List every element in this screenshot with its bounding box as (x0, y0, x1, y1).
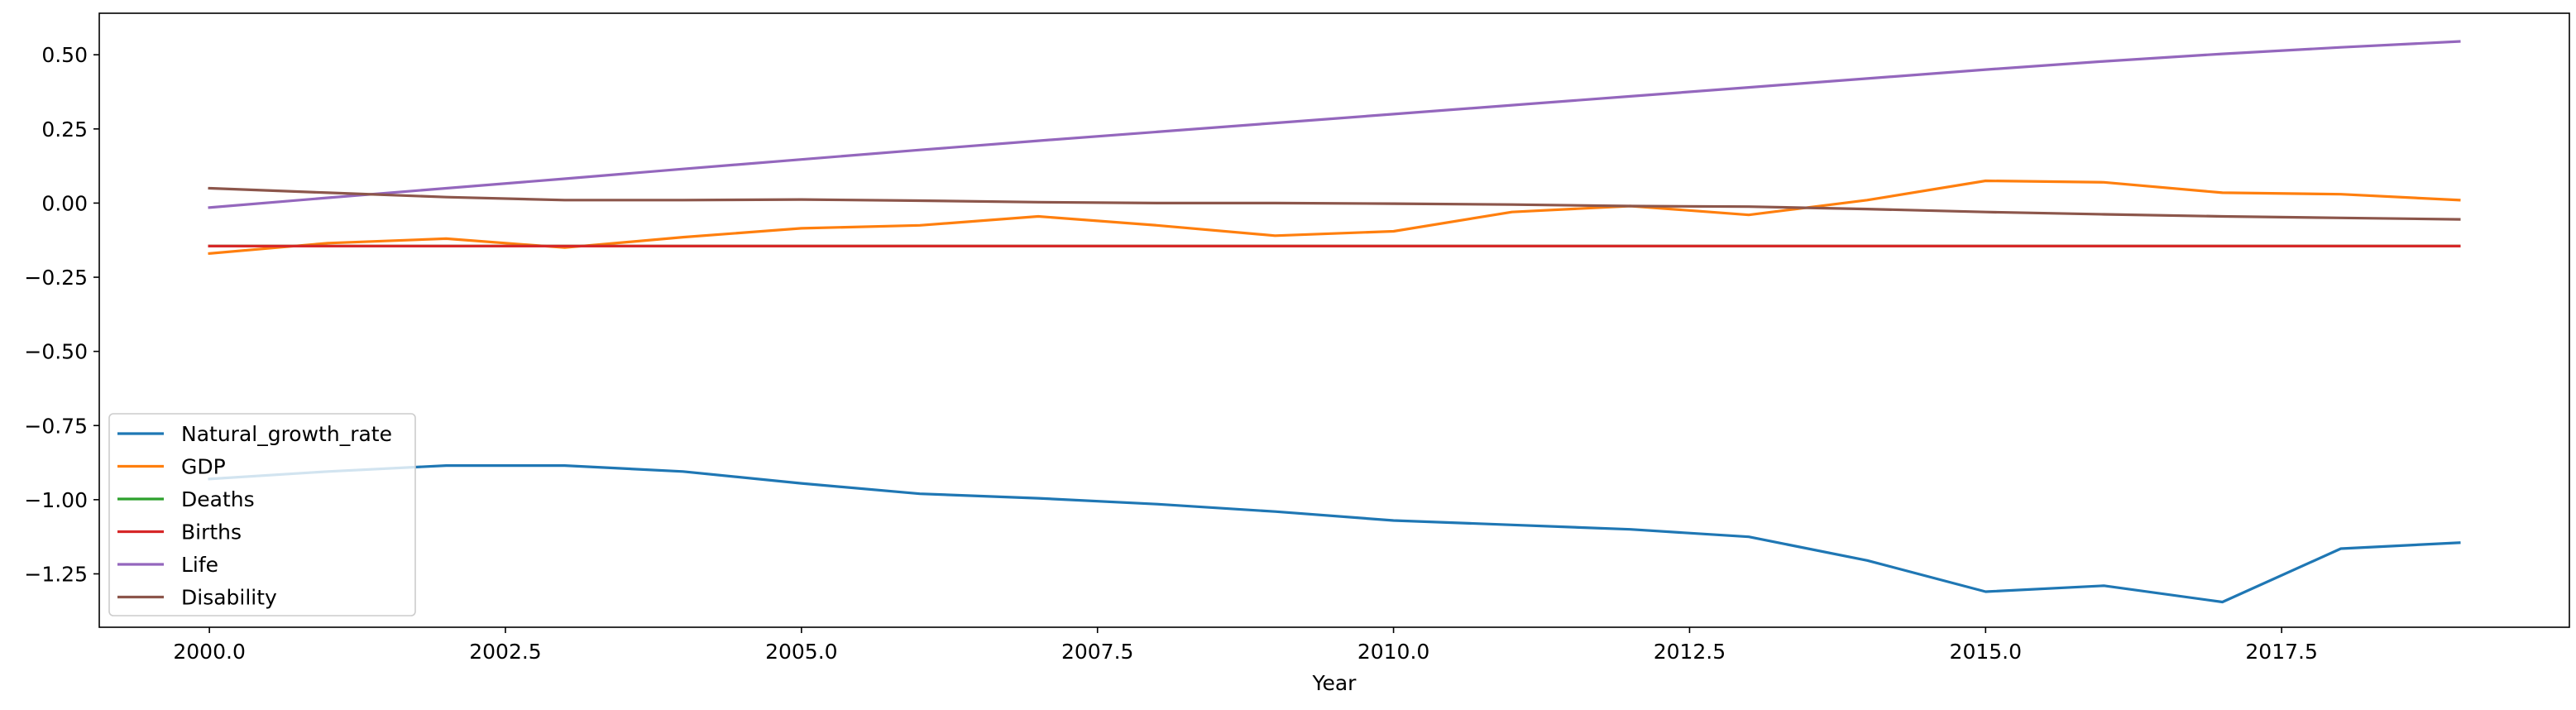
legend: Natural_growth_rate GDP Deaths Births Life Di… (108, 413, 416, 616)
x-tick-label: 2000.0 (173, 640, 245, 664)
x-tick-label: 2015.0 (1950, 640, 2022, 664)
series-layer (208, 40, 2461, 604)
y-tick-label: −0.50 (24, 340, 88, 364)
y-axis: 0.50 0.25 0.00 −0.25 −0.50 −0.75 −1.00 −1.25 (24, 43, 99, 586)
legend-label: GDP (181, 455, 226, 479)
plot-frame (98, 12, 2570, 628)
x-tick-label: 2002.5 (469, 640, 541, 664)
legend-label: Life (181, 553, 218, 577)
series-line-natural-growth-rate (208, 463, 2461, 604)
y-tick-label: −0.75 (24, 414, 88, 438)
series-line-disability (208, 186, 2461, 221)
x-tick-label: 2017.5 (2245, 640, 2317, 664)
series-line-life (208, 40, 2461, 209)
y-tick-label: 0.50 (41, 43, 88, 67)
y-tick-label: −1.25 (24, 562, 88, 586)
legend-label: Natural_growth_rate (181, 422, 392, 446)
y-tick-label: 0.25 (41, 118, 88, 142)
legend-box (108, 413, 416, 616)
x-tick-label: 2005.0 (765, 640, 837, 664)
x-axis: 2000.0 2002.5 2005.0 2007.5 2010.0 2012.5 2015… (173, 627, 2318, 664)
y-tick-label: −0.25 (24, 266, 88, 290)
legend-label: Deaths (181, 487, 255, 511)
legend-label: Births (181, 521, 242, 544)
y-tick-label: −1.00 (24, 488, 88, 512)
y-tick-label: 0.00 (41, 191, 88, 215)
x-tick-label: 2012.5 (1654, 640, 1726, 664)
legend-label: Disability (181, 586, 277, 610)
x-tick-label: 2010.0 (1357, 640, 1429, 664)
x-tick-label: 2007.5 (1061, 640, 1133, 664)
x-axis-title: Year (1312, 671, 1357, 695)
